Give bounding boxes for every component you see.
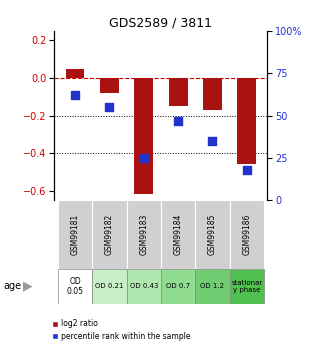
Text: ▶: ▶ — [23, 280, 32, 293]
Point — [107, 104, 112, 110]
Bar — [237, 78, 256, 165]
Bar — [161, 269, 195, 304]
Bar — [203, 78, 222, 110]
Title: GDS2589 / 3811: GDS2589 / 3811 — [109, 17, 212, 30]
Bar — [195, 200, 230, 269]
Text: stationar
y phase: stationar y phase — [231, 280, 262, 293]
Bar — [127, 269, 161, 304]
Bar — [161, 200, 195, 269]
Bar — [92, 269, 127, 304]
Point — [176, 118, 181, 124]
Bar — [58, 200, 92, 269]
Text: age: age — [3, 282, 21, 291]
Text: GSM99183: GSM99183 — [139, 214, 148, 255]
Bar — [169, 78, 188, 106]
Text: GSM99182: GSM99182 — [105, 214, 114, 255]
Text: GSM99186: GSM99186 — [242, 214, 251, 255]
Bar — [100, 78, 119, 93]
Point — [210, 138, 215, 144]
Text: OD 0.43: OD 0.43 — [129, 283, 158, 289]
Bar — [230, 269, 264, 304]
Text: OD 0.21: OD 0.21 — [95, 283, 124, 289]
Point — [244, 167, 249, 172]
Text: OD
0.05: OD 0.05 — [67, 277, 84, 296]
Point — [141, 155, 146, 161]
Bar — [58, 269, 92, 304]
Bar — [230, 200, 264, 269]
Text: GSM99184: GSM99184 — [174, 214, 183, 255]
Legend: log2 ratio, percentile rank within the sample: log2 ratio, percentile rank within the s… — [52, 319, 191, 341]
Text: OD 1.2: OD 1.2 — [201, 283, 225, 289]
Bar — [195, 269, 230, 304]
Text: GSM99181: GSM99181 — [71, 214, 80, 255]
Text: GSM99185: GSM99185 — [208, 214, 217, 255]
Bar — [92, 200, 127, 269]
Bar — [134, 78, 153, 195]
Point — [72, 92, 77, 98]
Text: OD 0.7: OD 0.7 — [166, 283, 190, 289]
Bar — [66, 69, 85, 78]
Bar — [127, 200, 161, 269]
